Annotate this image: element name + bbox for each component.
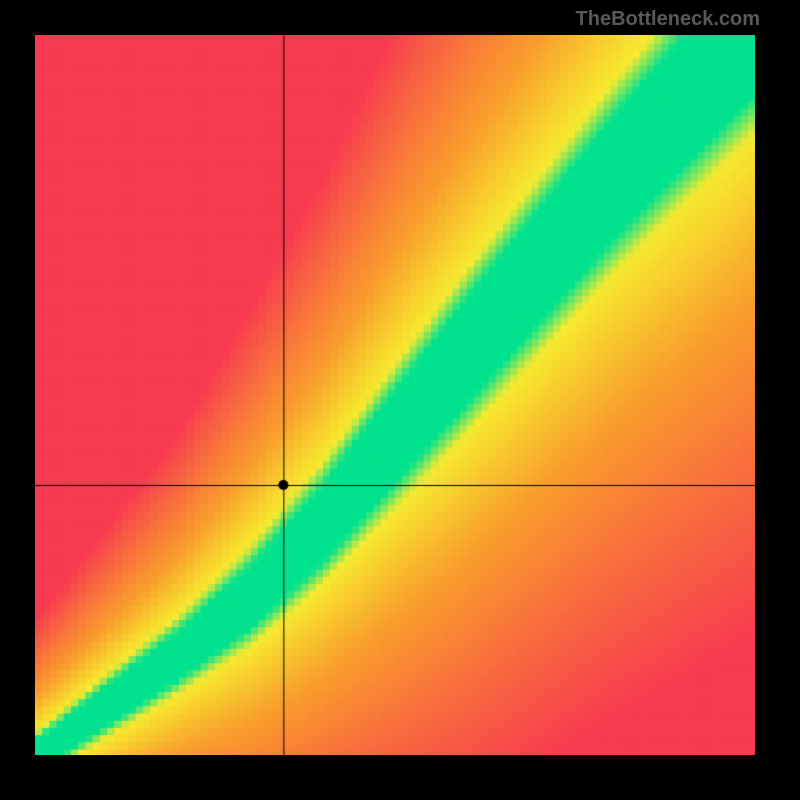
heatmap-plot [35,35,755,755]
chart-container: TheBottleneck.com [0,0,800,800]
watermark-text: TheBottleneck.com [576,8,760,31]
